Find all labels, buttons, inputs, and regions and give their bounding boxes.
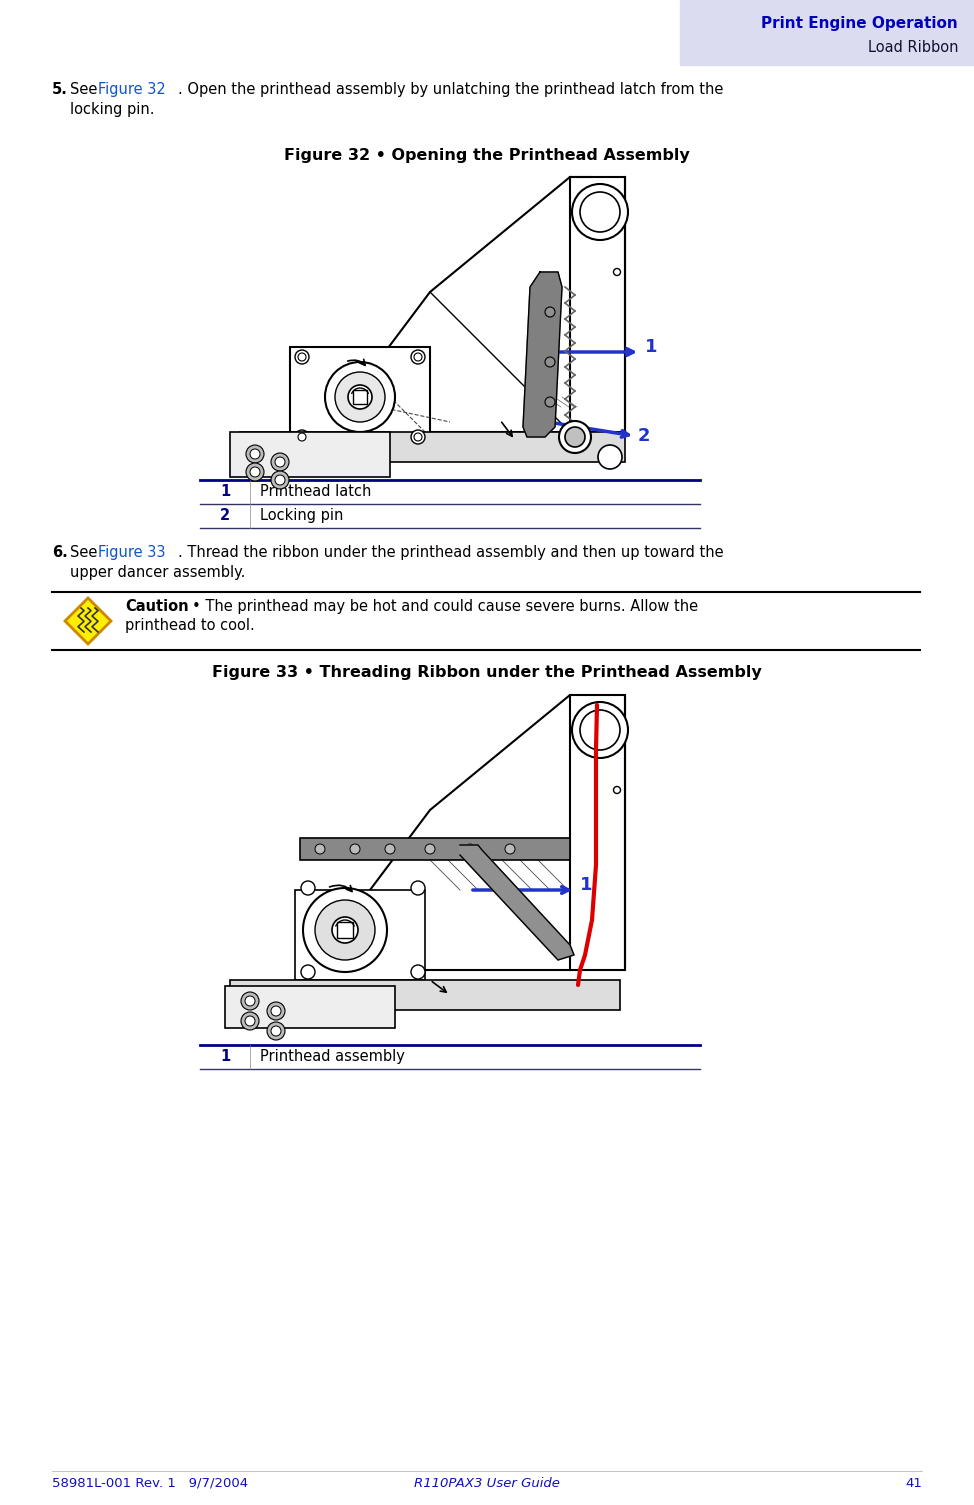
Circle shape <box>545 307 555 318</box>
Circle shape <box>572 701 628 759</box>
Circle shape <box>572 184 628 239</box>
Text: 1: 1 <box>580 876 592 894</box>
Bar <box>680 0 974 65</box>
Circle shape <box>545 357 555 367</box>
Circle shape <box>275 458 285 467</box>
Circle shape <box>271 471 289 489</box>
Text: See: See <box>70 545 102 560</box>
Circle shape <box>325 363 395 432</box>
Bar <box>290 348 430 447</box>
Circle shape <box>614 787 620 793</box>
Circle shape <box>580 193 620 232</box>
Bar <box>230 432 390 477</box>
Circle shape <box>335 372 385 421</box>
Bar <box>337 923 353 938</box>
Circle shape <box>465 844 475 853</box>
Circle shape <box>275 476 285 485</box>
Text: Printhead latch: Printhead latch <box>260 485 371 500</box>
Text: 41: 41 <box>905 1476 922 1490</box>
Text: . Thread the ribbon under the printhead assembly and then up toward the: . Thread the ribbon under the printhead … <box>178 545 724 560</box>
Circle shape <box>271 1026 281 1035</box>
Text: 1: 1 <box>220 1049 230 1064</box>
Text: Print Engine Operation: Print Engine Operation <box>762 17 958 32</box>
Bar <box>225 986 395 1028</box>
Text: 2: 2 <box>220 509 230 524</box>
Circle shape <box>505 844 515 853</box>
Polygon shape <box>460 844 574 960</box>
Text: Load Ribbon: Load Ribbon <box>868 41 958 56</box>
Circle shape <box>298 433 306 441</box>
Bar <box>295 889 425 980</box>
Text: 58981L-001 Rev. 1   9/7/2004: 58981L-001 Rev. 1 9/7/2004 <box>52 1476 248 1490</box>
Circle shape <box>245 1016 255 1026</box>
Text: 6.: 6. <box>52 545 68 560</box>
Circle shape <box>298 354 306 361</box>
Circle shape <box>598 445 622 470</box>
Text: upper dancer assembly.: upper dancer assembly. <box>70 564 245 579</box>
Text: • The printhead may be hot and could cause severe burns. Allow the: • The printhead may be hot and could cau… <box>192 599 698 614</box>
Text: See: See <box>70 81 102 96</box>
Text: printhead to cool.: printhead to cool. <box>125 619 255 634</box>
Circle shape <box>301 880 315 895</box>
Circle shape <box>411 880 425 895</box>
Circle shape <box>250 448 260 459</box>
Circle shape <box>303 888 387 972</box>
Text: 2: 2 <box>638 427 651 445</box>
Circle shape <box>315 844 325 853</box>
Polygon shape <box>523 272 562 436</box>
Circle shape <box>565 427 585 447</box>
Circle shape <box>301 965 315 978</box>
Circle shape <box>245 996 255 1005</box>
Text: 1: 1 <box>645 339 657 357</box>
Circle shape <box>295 430 309 444</box>
Bar <box>353 390 367 403</box>
Text: Caution: Caution <box>125 599 189 614</box>
Circle shape <box>332 917 358 944</box>
Text: Locking pin: Locking pin <box>260 509 344 524</box>
Circle shape <box>271 1005 281 1016</box>
Text: Figure 32: Figure 32 <box>98 81 166 96</box>
Circle shape <box>295 351 309 364</box>
Bar <box>230 980 620 1010</box>
Circle shape <box>545 397 555 406</box>
Bar <box>300 838 570 859</box>
Circle shape <box>250 467 260 477</box>
Circle shape <box>580 710 620 749</box>
Circle shape <box>411 430 425 444</box>
Circle shape <box>559 421 591 453</box>
Circle shape <box>411 351 425 364</box>
Circle shape <box>315 900 375 960</box>
Circle shape <box>414 354 422 361</box>
Circle shape <box>350 844 360 853</box>
Text: . Open the printhead assembly by unlatching the printhead latch from the: . Open the printhead assembly by unlatch… <box>178 81 724 96</box>
Circle shape <box>271 453 289 471</box>
Circle shape <box>267 1022 285 1040</box>
Text: locking pin.: locking pin. <box>70 102 155 117</box>
Text: Printhead assembly: Printhead assembly <box>260 1049 405 1064</box>
Circle shape <box>348 385 372 409</box>
Bar <box>240 432 625 462</box>
Text: Figure 33 • Threading Ribbon under the Printhead Assembly: Figure 33 • Threading Ribbon under the P… <box>212 665 762 680</box>
Text: Figure 32 • Opening the Printhead Assembly: Figure 32 • Opening the Printhead Assemb… <box>284 147 690 163</box>
Text: R110PAX3 User Guide: R110PAX3 User Guide <box>414 1476 560 1490</box>
Circle shape <box>241 992 259 1010</box>
Circle shape <box>246 464 264 482</box>
Text: 5.: 5. <box>52 81 68 96</box>
Circle shape <box>385 844 395 853</box>
Circle shape <box>614 268 620 275</box>
Circle shape <box>267 1002 285 1020</box>
Text: Figure 33: Figure 33 <box>98 545 166 560</box>
Circle shape <box>241 1011 259 1029</box>
Polygon shape <box>65 597 111 644</box>
Circle shape <box>411 965 425 978</box>
Circle shape <box>425 844 435 853</box>
Circle shape <box>414 433 422 441</box>
Circle shape <box>246 445 264 464</box>
Text: 1: 1 <box>220 485 230 500</box>
